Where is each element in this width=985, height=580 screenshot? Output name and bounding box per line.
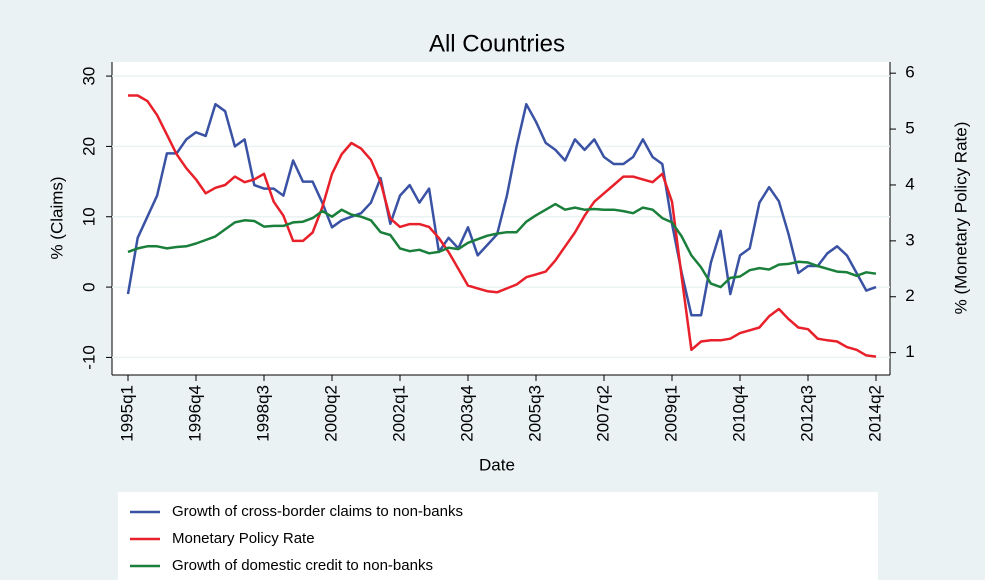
- y-tick-label: 10: [79, 207, 98, 226]
- y2-tick-label: 5: [905, 119, 914, 138]
- x-tick-label: 2010q4: [729, 385, 748, 442]
- legend-box: [118, 492, 878, 580]
- x-tick-label: 1998q3: [253, 385, 272, 442]
- y-tick-label: -10: [79, 345, 98, 370]
- x-tick-label: 2012q3: [797, 385, 816, 442]
- y-tick-label: 0: [79, 282, 98, 291]
- x-axis-title: Date: [479, 455, 515, 474]
- y-tick-label: 30: [79, 67, 98, 86]
- y2-tick-label: 4: [905, 174, 914, 193]
- y2-tick-label: 1: [905, 342, 914, 361]
- x-tick-label: 2000q2: [321, 385, 340, 442]
- series-line: [128, 94, 877, 358]
- legend-label: Growth of cross-border claims to non-ban…: [172, 503, 463, 520]
- y2-tick-label: 3: [905, 230, 914, 249]
- x-tick-label: 2005q3: [525, 385, 544, 442]
- x-tick-label: 2002q1: [389, 385, 408, 442]
- legend-label: Monetary Policy Rate: [172, 530, 315, 547]
- x-tick-label: 2009q1: [661, 385, 680, 442]
- y2-tick-label: 6: [905, 63, 914, 82]
- x-tick-label: 2014q2: [865, 385, 884, 442]
- legend-label: Growth of domestic credit to non-banks: [172, 557, 433, 574]
- y-tick-label: 20: [79, 137, 98, 156]
- y-axis-title: % (Claims): [47, 176, 66, 259]
- x-tick-label: 2003q4: [457, 385, 476, 442]
- x-tick-label: 2007q2: [593, 385, 612, 442]
- series-line: [127, 202, 877, 289]
- x-tick-label: 1995q1: [117, 385, 136, 442]
- chart-title: All Countries: [429, 30, 565, 57]
- series-line: [126, 102, 877, 317]
- y2-tick-label: 2: [905, 286, 914, 305]
- x-tick-label: 1996q4: [185, 385, 204, 442]
- y2-axis-title: % (Monetary Policy Rate): [951, 122, 970, 315]
